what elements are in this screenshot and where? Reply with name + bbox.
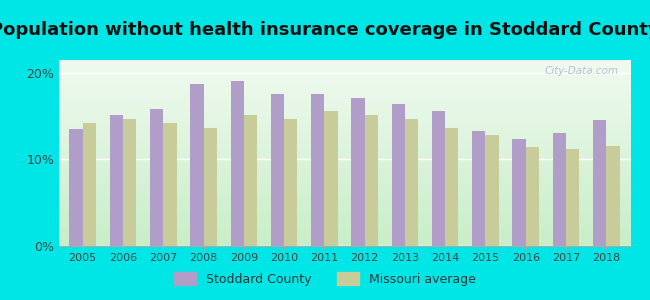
Bar: [392, 104, 405, 246]
Bar: [324, 111, 337, 246]
Bar: [150, 109, 163, 246]
Bar: [352, 98, 365, 246]
Text: Population without health insurance coverage in Stoddard County: Population without health insurance cove…: [0, 21, 650, 39]
Bar: [110, 115, 123, 246]
Bar: [606, 146, 619, 246]
Bar: [190, 84, 203, 246]
Bar: [445, 128, 458, 246]
Bar: [486, 135, 499, 246]
Bar: [70, 129, 83, 246]
Bar: [365, 116, 378, 246]
Bar: [203, 128, 217, 246]
Bar: [472, 131, 486, 246]
Bar: [311, 94, 324, 246]
Bar: [566, 149, 579, 246]
Bar: [163, 123, 177, 246]
Bar: [271, 94, 284, 246]
Bar: [552, 133, 566, 246]
Bar: [123, 119, 136, 246]
Legend: Stoddard County, Missouri average: Stoddard County, Missouri average: [169, 267, 481, 291]
Bar: [244, 115, 257, 246]
Bar: [284, 119, 297, 246]
Bar: [432, 111, 445, 246]
Bar: [512, 139, 526, 246]
Text: City-Data.com: City-Data.com: [545, 66, 619, 76]
Bar: [593, 120, 606, 246]
Bar: [526, 147, 539, 246]
Bar: [405, 119, 418, 246]
Bar: [83, 123, 96, 246]
Bar: [231, 81, 244, 246]
